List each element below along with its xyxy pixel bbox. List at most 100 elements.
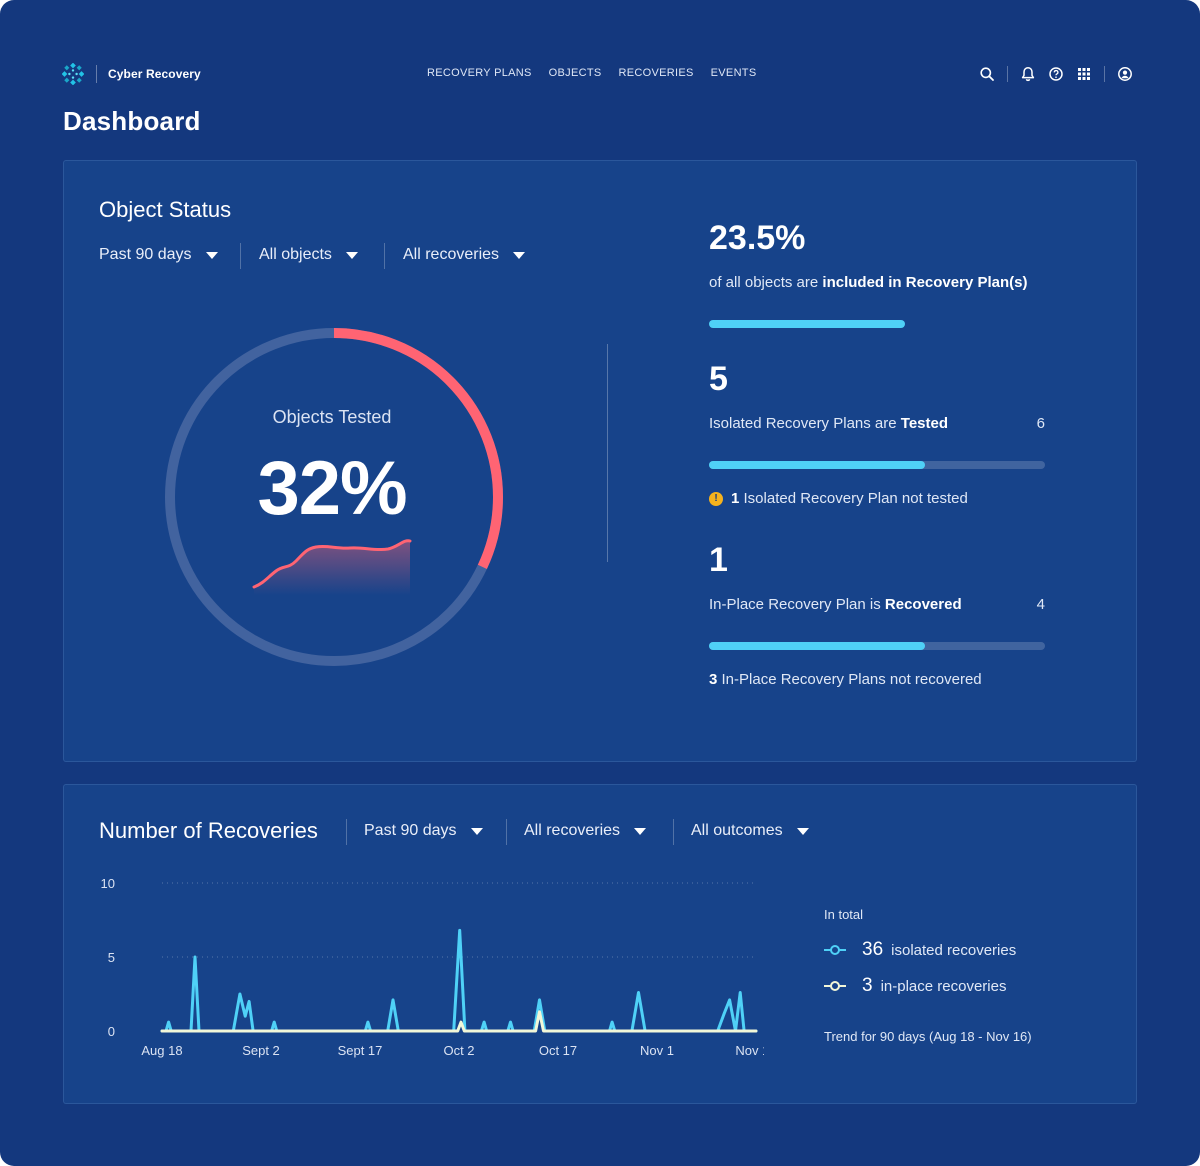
in-place-not-recovered-count: 3 xyxy=(709,671,718,688)
section-divider xyxy=(607,344,608,562)
in-place-recovered-count: 1 xyxy=(709,541,728,579)
objects-tested-label: Objects Tested xyxy=(272,407,392,427)
recoveries-filter-label: All recoveries xyxy=(403,246,500,263)
recoveries-line-chart: 0 5 10 Aug 18 Sept 2 Sept 17 Oct 2 Oct 17 Nov 1 N… xyxy=(101,876,764,1058)
isolated-progress-fill xyxy=(709,461,926,469)
filter-divider xyxy=(506,819,507,845)
caret-down-icon xyxy=(796,827,809,835)
included-description: of all objects are included in Recovery … xyxy=(709,274,1027,291)
caret-down-icon xyxy=(634,827,647,835)
main-nav: RECOVERY PLANS OBJECTS RECOVERIES EVENTS xyxy=(427,67,756,79)
search-button[interactable] xyxy=(976,63,998,85)
in-place-not-recovered-text: In-Place Recovery Plans not recovered xyxy=(717,671,982,688)
in-place-not-recovered-note: 3 In-Place Recovery Plans not recovered xyxy=(709,671,982,688)
included-description-emphasis: included in Recovery Plan(s) xyxy=(822,274,1028,291)
recoveries-filter[interactable]: All recoveries xyxy=(403,246,526,264)
filter-divider xyxy=(384,243,385,269)
included-percentage: 23.5% xyxy=(709,219,806,257)
filter-divider xyxy=(673,819,674,845)
trend-period: Trend for 90 days (Aug 18 - Nov 16) xyxy=(824,1029,1032,1044)
x-tick-label: Sept 2 xyxy=(242,1043,280,1058)
brand-divider xyxy=(96,65,97,83)
sparkline-area xyxy=(254,540,410,595)
x-tick-label: Oct 2 xyxy=(443,1043,474,1058)
included-progress-bar xyxy=(709,320,1045,328)
isolated-progress-bar xyxy=(709,461,1045,469)
in-place-series-marker-icon xyxy=(824,981,846,991)
account-button[interactable] xyxy=(1114,63,1136,85)
x-tick-label: Aug 18 xyxy=(141,1043,182,1058)
cyber-recovery-logo-icon xyxy=(62,63,84,85)
sparkline-line xyxy=(252,539,412,589)
apps-button[interactable] xyxy=(1073,63,1095,85)
objects-tested-gauge xyxy=(165,328,503,666)
isolated-recoveries-series-line xyxy=(160,928,758,1033)
recoveries-title: Number of Recoveries xyxy=(99,818,318,843)
included-description-text: of all objects are xyxy=(709,274,823,291)
nav-recovery-plans[interactable]: RECOVERY PLANS xyxy=(427,67,532,79)
isolated-series-marker-icon xyxy=(824,945,846,955)
y-tick-label: 5 xyxy=(108,950,115,965)
x-tick-label: Sept 17 xyxy=(338,1043,383,1058)
apps-grid-icon xyxy=(1078,68,1090,80)
recoveries-type-filter[interactable]: All recoveries xyxy=(524,822,647,840)
y-tick-label: 10 xyxy=(101,876,115,891)
outcomes-filter-label: All outcomes xyxy=(691,822,783,839)
recoveries-card: Number of Recoveries Past 90 days All re… xyxy=(63,784,1137,1104)
legend-heading: In total xyxy=(824,907,864,922)
gauge-arc xyxy=(165,328,503,666)
isolated-description-emphasis: Tested xyxy=(900,415,948,432)
filter-divider xyxy=(346,819,347,845)
time-range-filter[interactable]: Past 90 days xyxy=(99,246,218,264)
objects-filter-label: All objects xyxy=(259,246,332,263)
time-range-filter-label: Past 90 days xyxy=(99,246,192,263)
notifications-button[interactable] xyxy=(1017,63,1039,85)
caret-down-icon xyxy=(470,827,483,835)
caret-down-icon xyxy=(345,251,358,259)
help-icon xyxy=(1049,67,1063,81)
filter-divider xyxy=(240,243,241,269)
isolated-not-tested-note: ! 1 Isolated Recovery Plan not tested xyxy=(709,490,968,507)
x-tick-label: Nov 1 xyxy=(640,1043,674,1058)
object-status-card: Object Status Past 90 days All objects A… xyxy=(63,160,1137,762)
help-button[interactable] xyxy=(1045,63,1067,85)
toolbar-divider xyxy=(1007,66,1008,82)
toolbar xyxy=(976,63,1136,85)
nav-events[interactable]: EVENTS xyxy=(710,67,757,79)
object-status-title: Object Status xyxy=(99,197,232,222)
app-name: Cyber Recovery xyxy=(108,67,201,81)
in-place-description-text: In-Place Recovery Plan is xyxy=(709,596,885,613)
bell-icon xyxy=(1021,67,1035,82)
outcomes-filter[interactable]: All outcomes xyxy=(691,822,809,840)
isolated-total-count: 36 xyxy=(862,939,884,960)
isolated-not-tested-text: Isolated Recovery Plan not tested xyxy=(739,490,968,507)
in-place-total: 4 xyxy=(1036,596,1045,613)
recoveries-time-filter-label: Past 90 days xyxy=(364,822,457,839)
y-tick-label: 0 xyxy=(108,1024,115,1039)
legend-isolated: 36 isolated recoveries xyxy=(824,939,1016,961)
top-bar: Cyber Recovery RECOVERY PLANS OBJECTS RE… xyxy=(62,60,1138,88)
nav-recoveries[interactable]: RECOVERIES xyxy=(618,67,694,79)
in-place-progress-fill xyxy=(709,642,926,650)
warning-icon: ! xyxy=(709,491,723,506)
page-title: Dashboard xyxy=(63,106,201,136)
brand[interactable]: Cyber Recovery xyxy=(62,63,201,85)
trend-sparkline xyxy=(252,539,412,595)
legend-in-place: 3 in-place recoveries xyxy=(824,975,1006,997)
in-place-progress-bar xyxy=(709,642,1045,650)
x-tick-label: Nov 16 xyxy=(735,1043,764,1058)
in-place-description: In-Place Recovery Plan is Recovered xyxy=(709,596,962,613)
nav-objects[interactable]: OBJECTS xyxy=(548,67,602,79)
search-icon xyxy=(980,67,994,81)
objects-tested-value: 32% xyxy=(257,446,407,531)
user-icon xyxy=(1118,67,1132,81)
in-place-total-count: 3 xyxy=(862,975,873,996)
isolated-not-tested-count: 1 xyxy=(731,490,740,507)
recoveries-time-filter[interactable]: Past 90 days xyxy=(364,822,483,840)
recoveries-type-filter-label: All recoveries xyxy=(524,822,621,839)
in-place-description-emphasis: Recovered xyxy=(884,596,962,613)
isolated-description-text: Isolated Recovery Plans are xyxy=(709,415,901,432)
caret-down-icon xyxy=(513,251,526,259)
objects-filter[interactable]: All objects xyxy=(259,246,358,264)
